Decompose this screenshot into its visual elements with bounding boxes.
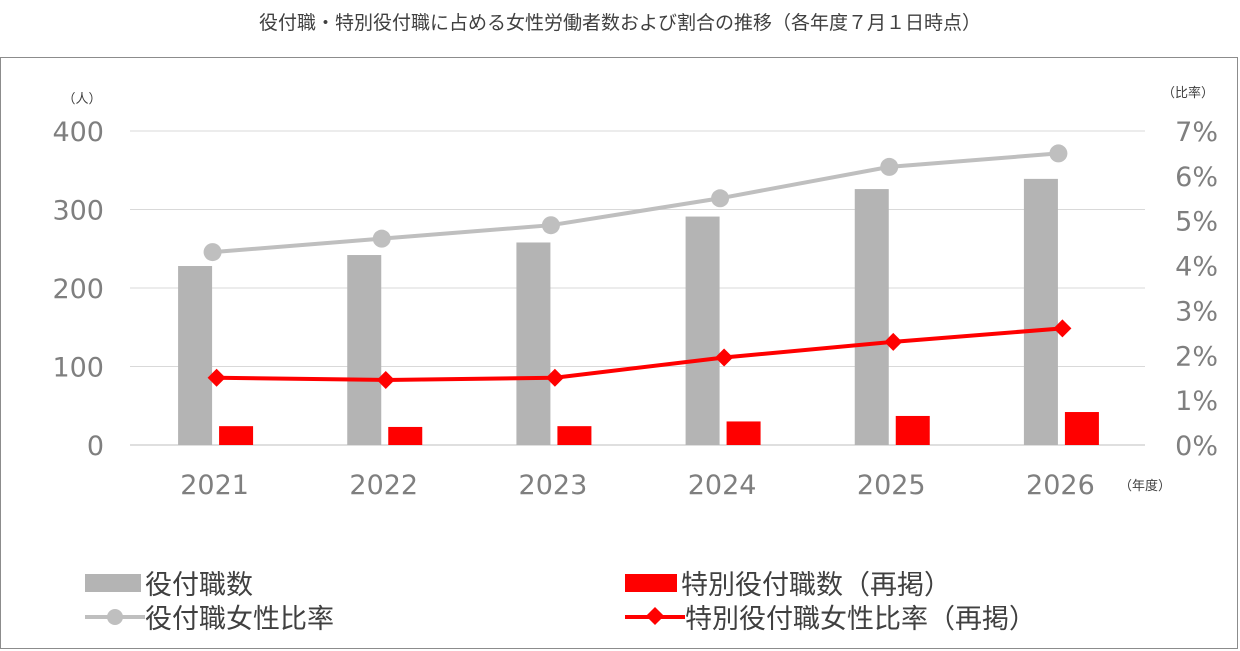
point-special-female-ratio <box>884 332 903 351</box>
point-female-ratio <box>880 157 899 176</box>
point-special-female-ratio <box>207 368 226 387</box>
legend-swatch <box>625 606 685 627</box>
legend-swatch <box>85 607 145 627</box>
bar-special-role-count <box>388 426 423 445</box>
bar-special-role-count <box>1064 412 1099 445</box>
point-female-ratio <box>541 216 560 235</box>
point-female-ratio <box>1049 144 1068 163</box>
x-tick-label: 2022 <box>349 470 418 501</box>
legend-swatch <box>625 573 677 592</box>
legend-label: 特別役付職女性比率（再掲） <box>685 604 1036 635</box>
y-right-tick-label: 0% <box>1175 431 1218 462</box>
point-special-female-ratio <box>376 370 395 389</box>
y-right-tick-label: 7% <box>1175 117 1218 148</box>
y-left-tick-label: 0 <box>87 431 104 462</box>
x-tick-label: 2023 <box>519 470 588 501</box>
y-right-tick-label: 5% <box>1175 207 1218 238</box>
legend-item: 特別役付職女性比率（再掲） <box>625 597 1036 636</box>
chart-frame <box>0 57 1238 649</box>
legend-swatch <box>85 573 141 592</box>
legend-label: 特別役付職数（再掲） <box>681 570 951 601</box>
y-right-tick-label: 3% <box>1175 296 1218 327</box>
legend-label: 役付職数 <box>145 570 253 601</box>
chart-title: 役付職・特別役付職に占める女性労働者数および割合の推移（各年度７月１日時点） <box>258 12 981 34</box>
y-right-tick-label: 2% <box>1175 341 1218 372</box>
line-female-ratio <box>212 151 1059 255</box>
y-right-tick-label: 4% <box>1175 252 1218 283</box>
point-female-ratio <box>203 243 222 262</box>
bar-special-role-count <box>726 421 761 445</box>
x-tick-label: 2021 <box>180 470 249 501</box>
line-special-female-ratio <box>216 326 1063 382</box>
bar-role-count <box>854 189 889 445</box>
bar-special-role-count <box>219 426 254 445</box>
point-female-ratio <box>372 229 391 248</box>
legend-item: 役付職女性比率 <box>85 597 334 636</box>
y-left-tick-label: 400 <box>52 117 104 148</box>
y-right-tick-label: 6% <box>1175 162 1218 193</box>
bar-role-count <box>516 242 551 445</box>
x-tick-label: 2025 <box>857 470 926 501</box>
bar-role-count <box>178 266 213 445</box>
y-left-tick-label: 100 <box>52 353 104 384</box>
bar-role-count <box>1023 178 1058 445</box>
y-left-axis-label: （人） <box>62 92 101 107</box>
legend-label: 役付職女性比率 <box>145 604 334 635</box>
x-tick-label: 2026 <box>1026 470 1095 501</box>
y-left-tick-label: 300 <box>52 196 104 227</box>
y-left-tick-label: 200 <box>52 274 104 305</box>
bar-special-role-count <box>557 426 592 445</box>
x-tick-label: 2024 <box>688 470 757 501</box>
point-special-female-ratio <box>545 368 564 387</box>
point-female-ratio <box>711 189 730 208</box>
legend-item: 役付職数 <box>85 563 253 602</box>
y-right-tick-label: 1% <box>1175 386 1218 417</box>
x-axis-label: （年度） <box>1119 478 1171 494</box>
point-special-female-ratio <box>1053 319 1072 338</box>
y-right-axis-label: （比率） <box>1162 85 1214 101</box>
bar-role-count <box>347 255 382 445</box>
bar-role-count <box>685 216 720 445</box>
legend-item: 特別役付職数（再掲） <box>625 563 951 602</box>
bar-special-role-count <box>895 415 930 445</box>
point-special-female-ratio <box>715 348 734 367</box>
